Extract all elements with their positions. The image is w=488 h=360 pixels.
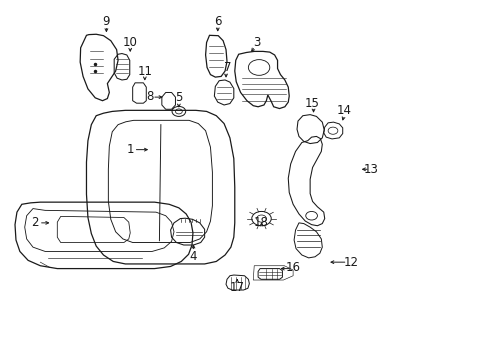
Text: 7: 7 xyxy=(224,61,231,74)
Text: 12: 12 xyxy=(343,256,358,269)
Text: 2: 2 xyxy=(31,216,38,229)
Text: 18: 18 xyxy=(254,216,268,229)
Text: 5: 5 xyxy=(175,91,182,104)
Text: 8: 8 xyxy=(146,90,153,103)
Text: 13: 13 xyxy=(363,163,378,176)
Text: 14: 14 xyxy=(336,104,351,117)
Text: 15: 15 xyxy=(305,97,319,110)
Text: 11: 11 xyxy=(137,64,152,77)
Text: 4: 4 xyxy=(189,250,197,263)
Text: 17: 17 xyxy=(229,281,244,294)
Text: 16: 16 xyxy=(285,261,300,274)
Text: 3: 3 xyxy=(252,36,260,49)
Text: 1: 1 xyxy=(126,143,134,156)
Text: 6: 6 xyxy=(214,14,221,27)
Text: 9: 9 xyxy=(102,14,109,27)
Text: 10: 10 xyxy=(122,36,138,49)
